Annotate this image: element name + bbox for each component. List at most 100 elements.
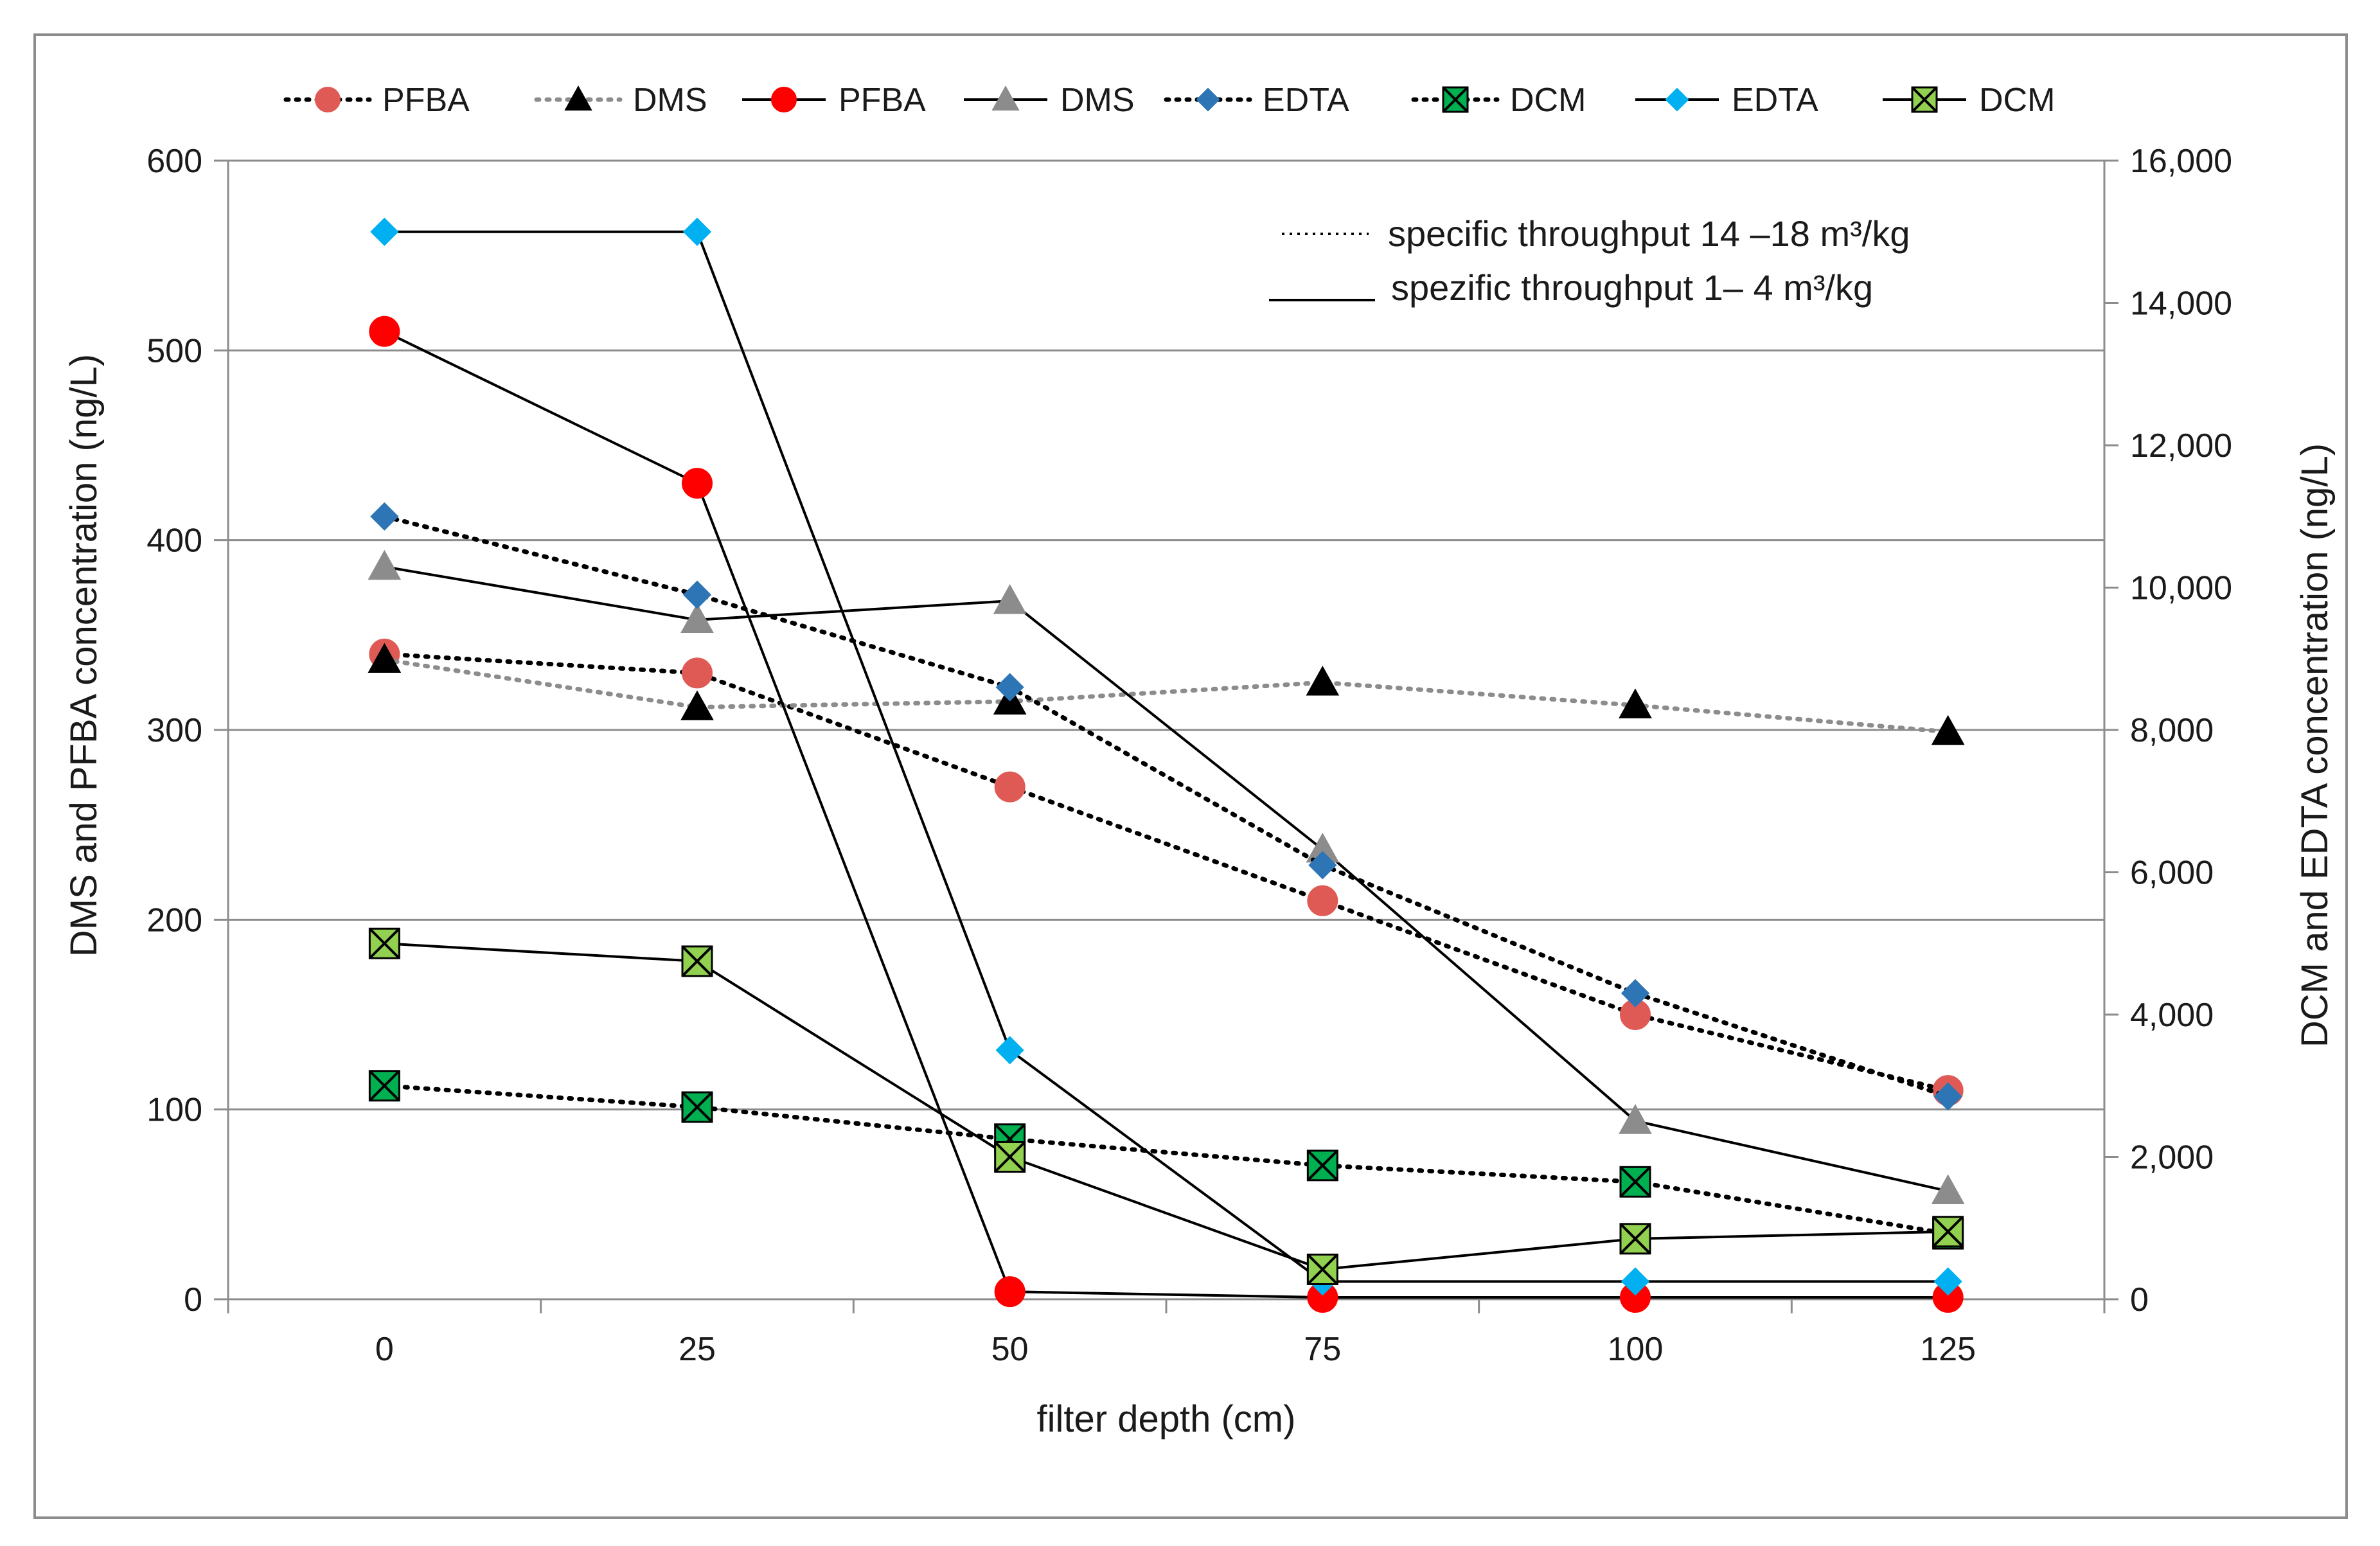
series-6-point-25 — [682, 217, 712, 246]
series-5-point-25-cross-b — [681, 1091, 713, 1123]
y-tick-label-0: 0 — [184, 1281, 202, 1319]
note-dotted-label: specific throughput 14 –18 m³/kg — [1388, 213, 1910, 254]
series-5-point-100-cross-b — [1619, 1166, 1651, 1198]
series-3-point-50 — [993, 583, 1027, 614]
y2-tick-label-16000: 16,000 — [2130, 143, 2232, 180]
series-3-point-125 — [1931, 1174, 1965, 1204]
series-6-point-125 — [1933, 1267, 1962, 1296]
legend-label-4: EDTA — [1263, 82, 1349, 119]
line-style-note: specific throughput 14 –18 m³/kg spezifi… — [1269, 213, 1910, 308]
legend-marker-1 — [564, 85, 592, 111]
legend-label-6: EDTA — [1732, 82, 1818, 119]
series-7-point-125-cross-b — [1932, 1216, 1964, 1248]
series-3-dms-solid — [368, 549, 1965, 1204]
series-layer — [368, 217, 1965, 1313]
y2-tick-label-14000: 14,000 — [2130, 285, 2232, 323]
series-1-point-25 — [680, 690, 714, 720]
y2-tick-label-6000: 6,000 — [2130, 855, 2214, 892]
y-tick-label-100: 100 — [147, 1092, 202, 1129]
y-tick-label-200: 200 — [147, 902, 202, 939]
series-7-point-100-cross-b — [1619, 1223, 1651, 1255]
legend-marker-0 — [315, 87, 341, 112]
x-tick-label-25: 25 — [679, 1331, 716, 1368]
legend: PFBA DMS PFBA DMS EDTA DCM EDTA DCM — [283, 82, 2055, 119]
legend-marker-7-cross-b — [1911, 86, 1938, 113]
gridlines — [228, 159, 2104, 1111]
series-5-point-75 — [1306, 1150, 1338, 1182]
y-tick-label-300: 300 — [147, 712, 202, 749]
series-7-point-25 — [681, 945, 713, 977]
series-5-point-25 — [681, 1091, 713, 1123]
legend-entry-6: EDTA — [1635, 82, 1818, 119]
series-3-point-100 — [1619, 1104, 1652, 1134]
tick-labels: 010020030040050060002,0004,0006,0008,000… — [147, 143, 2232, 1368]
series-4-point-100 — [1621, 979, 1650, 1008]
series-5-point-0-cross-b — [368, 1070, 400, 1102]
series-7-point-50-cross-b — [994, 1141, 1026, 1173]
series-4-point-25 — [682, 580, 712, 609]
series-7-point-100 — [1619, 1223, 1651, 1255]
series-7-point-50 — [994, 1141, 1026, 1173]
series-2-point-50 — [994, 1276, 1026, 1308]
series-7-point-0 — [368, 927, 400, 959]
y2-tick-label-2000: 2,000 — [2130, 1139, 2214, 1177]
legend-marker-2 — [771, 87, 797, 112]
series-0-point-50 — [994, 771, 1026, 803]
legend-label-3: DMS — [1060, 82, 1135, 119]
series-4-point-0 — [370, 502, 399, 531]
x-tick-label-0: 0 — [375, 1331, 394, 1368]
legend-marker-4 — [1196, 87, 1220, 112]
legend-label-7: DCM — [1979, 82, 2055, 119]
series-0-line — [382, 652, 1951, 1093]
legend-entry-4: EDTA — [1164, 82, 1349, 119]
y2-tick-label-8000: 8,000 — [2130, 712, 2214, 749]
series-1-point-0 — [368, 643, 402, 673]
series-4-point-125 — [1933, 1082, 1962, 1111]
series-1-point-125 — [1931, 715, 1965, 745]
legend-label-2: PFBA — [839, 82, 926, 119]
legend-label-5: DCM — [1510, 82, 1586, 119]
legend-marker-6 — [1665, 87, 1689, 112]
note-solid-label: spezific throughput 1– 4 m³/kg — [1391, 267, 1873, 308]
legend-marker-5 — [1442, 86, 1469, 113]
y2-tick-label-12000: 12,000 — [2130, 427, 2232, 465]
series-6-point-0 — [370, 217, 399, 246]
series-1-point-100 — [1619, 688, 1652, 718]
series-4-point-50 — [995, 673, 1024, 702]
series-6-point-50 — [995, 1036, 1024, 1065]
series-3-point-0 — [368, 549, 402, 580]
series-2-line — [384, 330, 1948, 1299]
legend-marker-5-cross-b — [1442, 86, 1469, 113]
series-3-point-25 — [680, 603, 714, 634]
series-7-point-75-cross-b — [1306, 1254, 1338, 1285]
legend-entry-0: PFBA — [283, 82, 470, 119]
series-7-line — [384, 942, 1948, 1271]
series-0-point-75 — [1307, 885, 1338, 916]
series-1-line — [382, 657, 1951, 734]
series-0-point-25 — [682, 657, 713, 689]
y-axis-title: DMS and PFBA concentration (ng/L) — [63, 354, 105, 957]
legend-label-1: DMS — [633, 82, 707, 119]
y2-tick-label-0: 0 — [2130, 1281, 2149, 1319]
y-tick-label-600: 600 — [147, 143, 202, 180]
series-7-point-0-cross-b — [368, 927, 400, 959]
legend-entry-3: DMS — [964, 82, 1135, 119]
y2-tick-label-10000: 10,000 — [2130, 570, 2232, 607]
series-5-line — [382, 1083, 1951, 1236]
series-6-point-100 — [1621, 1267, 1650, 1296]
x-tick-label-75: 75 — [1304, 1331, 1341, 1368]
series-5-point-75-cross-b — [1306, 1150, 1338, 1182]
series-1-point-75 — [1306, 665, 1340, 696]
y2-axis-title: DCM and EDTA concentration (ng/L) — [2294, 443, 2336, 1047]
series-7-point-125 — [1932, 1216, 1964, 1248]
legend-marker-3 — [991, 85, 1020, 111]
series-4-edta-dotted — [370, 502, 1962, 1111]
x-tick-label-50: 50 — [991, 1331, 1029, 1368]
plot-area — [214, 159, 2118, 1313]
series-5-point-0 — [368, 1070, 400, 1102]
legend-entry-7: DCM — [1883, 82, 2055, 119]
x-axis-title: filter depth (cm) — [1037, 1398, 1296, 1440]
x-tick-label-125: 125 — [1920, 1331, 1976, 1368]
legend-label-0: PFBA — [382, 82, 470, 119]
